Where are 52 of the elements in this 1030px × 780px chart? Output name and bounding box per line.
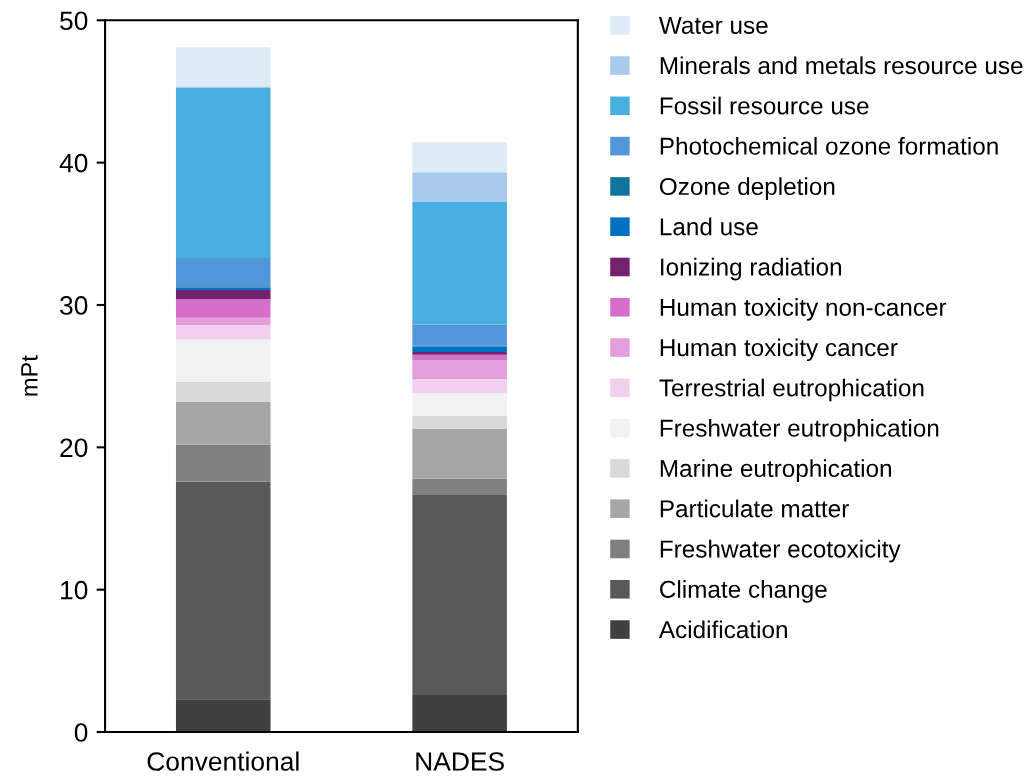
- y-tick-label: 10: [61, 580, 88, 600]
- bar: [175, 324, 271, 340]
- bar: [412, 393, 507, 417]
- bar: [412, 416, 507, 429]
- legend-label: Particulate matter: [660, 499, 849, 518]
- bar: [175, 401, 271, 445]
- bar: [412, 478, 507, 495]
- bar: [412, 695, 507, 733]
- legend-label: Ozone depletion: [659, 177, 835, 200]
- bar: [412, 346, 507, 352]
- y-tick-label: 0: [74, 723, 88, 742]
- bar: [175, 290, 271, 300]
- bar: [175, 444, 271, 482]
- bar: [412, 360, 507, 379]
- y-axis-title: mPt: [21, 355, 38, 396]
- legend-label: Freshwater eutrophication: [660, 418, 939, 442]
- bar: [412, 202, 507, 325]
- bar: [175, 381, 271, 402]
- legend-label: Climate change: [660, 580, 827, 603]
- bar: [412, 494, 507, 696]
- y-tick-label: 40: [59, 153, 88, 173]
- bar: [412, 172, 507, 203]
- legend-label: Photochemical ozone formation: [660, 136, 998, 155]
- bar: [175, 339, 271, 382]
- bar: [175, 87, 271, 258]
- y-tick-label: 50: [60, 11, 88, 31]
- bar: [175, 317, 271, 325]
- legend-label: Minerals and metals resource use: [660, 56, 1023, 75]
- legend-label: Fossil resource use: [660, 96, 869, 115]
- legend-label: Ionizing radiation: [661, 257, 842, 281]
- bar: [175, 258, 271, 288]
- bar: [175, 699, 271, 733]
- x-tick-label: NADES: [416, 752, 504, 771]
- bar: [175, 299, 271, 318]
- legend-label: Land use: [660, 217, 758, 236]
- bar: [412, 428, 507, 479]
- legend-label: Water use: [658, 16, 768, 34]
- bar: [175, 47, 271, 87]
- x-tick-label: Conventional: [147, 751, 299, 771]
- legend-label: Freshwater ecotoxicity: [660, 539, 901, 563]
- bar: [412, 379, 507, 394]
- legend-label: Terrestrial eutrophication: [659, 378, 924, 402]
- bar: [412, 142, 507, 173]
- legend-label: Marine eutrophication: [660, 459, 891, 482]
- y-tick-label: 30: [60, 296, 88, 315]
- legend-label: Human toxicity non-cancer: [660, 298, 947, 321]
- legend-label: Acidification: [658, 620, 787, 639]
- legend-label: Human toxicity cancer: [660, 338, 898, 362]
- y-tick-label: 20: [60, 438, 88, 458]
- bar: [412, 324, 507, 346]
- bar: [175, 481, 271, 700]
- bar: [412, 351, 507, 355]
